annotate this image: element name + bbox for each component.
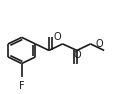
Text: O: O bbox=[54, 32, 62, 42]
Text: F: F bbox=[19, 81, 25, 91]
Text: O: O bbox=[73, 50, 81, 60]
Text: O: O bbox=[95, 39, 103, 49]
